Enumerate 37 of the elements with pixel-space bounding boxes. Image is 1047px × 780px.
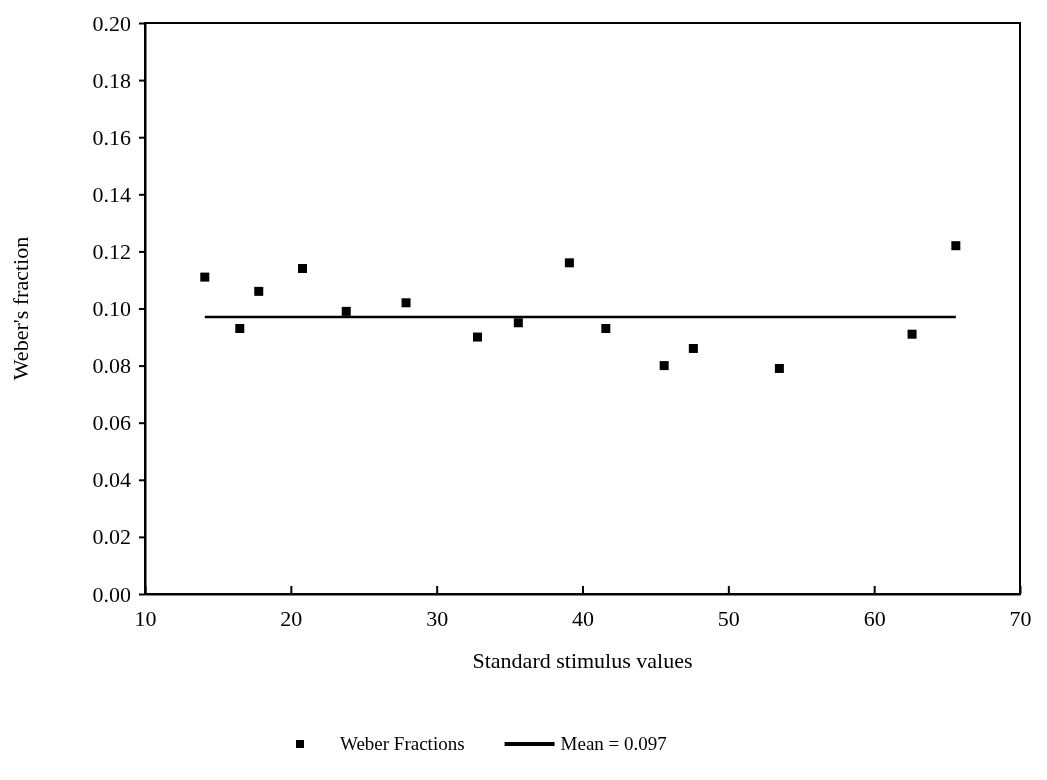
x-tick-label: 30 [426, 605, 449, 631]
point [341, 306, 351, 316]
legend-label: Weber Fractions [340, 733, 465, 754]
y-tick-label: 0.10 [92, 296, 131, 322]
point [774, 363, 784, 373]
y-tick-label: 0.02 [92, 524, 131, 550]
x-tick-label: 50 [717, 605, 740, 631]
x-tick-label: 10 [134, 605, 157, 631]
y-tick-label: 0.18 [92, 67, 131, 93]
x-tick-label: 20 [280, 605, 303, 631]
point [200, 272, 210, 282]
point [688, 343, 698, 353]
x-tick-label: 40 [572, 605, 594, 631]
x-axis-title: Standard stimulus values [472, 648, 693, 673]
y-tick-label: 0.12 [92, 238, 131, 264]
x-tick-label: 70 [1009, 605, 1032, 631]
point [473, 332, 482, 342]
y-tick-label: 0.08 [92, 353, 131, 379]
point [513, 318, 523, 328]
y-axis-title: Weber's fraction [8, 236, 33, 381]
point [951, 241, 961, 251]
point [401, 298, 411, 308]
y-tick-label: 0.14 [92, 181, 131, 207]
point [235, 323, 245, 333]
point [907, 329, 917, 339]
legend-label: Mean = 0.097 [560, 733, 667, 754]
y-tick-label: 0.16 [92, 124, 131, 150]
y-tick-label: 0.00 [92, 581, 131, 607]
point [659, 361, 669, 371]
y-tick-label: 0.06 [92, 410, 131, 436]
point [298, 264, 307, 274]
x-tick-label: 60 [863, 605, 886, 631]
point [564, 258, 574, 268]
y-tick-label: 0.20 [92, 10, 131, 36]
point [601, 323, 611, 333]
point [254, 286, 264, 296]
y-tick-label: 0.04 [92, 467, 131, 493]
